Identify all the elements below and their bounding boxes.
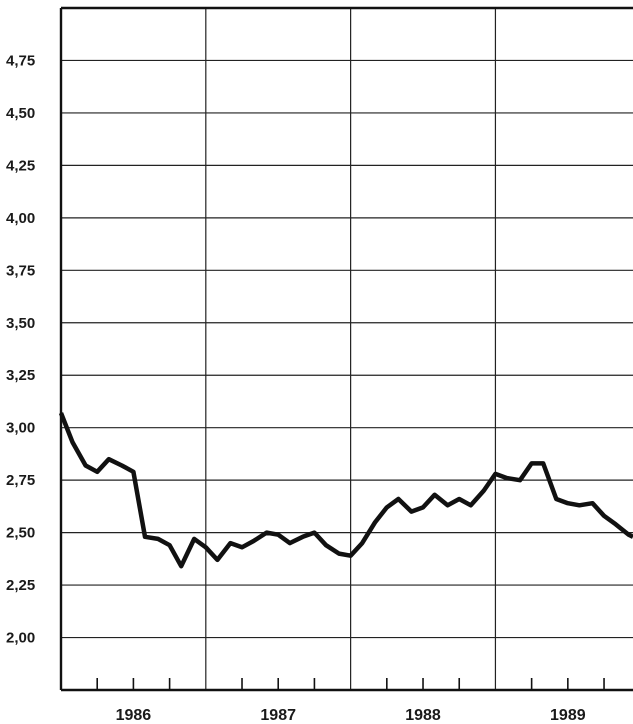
y-tick-label: 3,75 (6, 262, 35, 279)
y-tick-label: 4,75 (6, 52, 35, 69)
x-tick-label: 1988 (405, 707, 441, 724)
x-tick-label: 1986 (116, 707, 152, 724)
y-tick-label: 3,00 (6, 420, 35, 437)
y-tick-label: 4,00 (6, 210, 35, 227)
y-tick-label: 4,25 (6, 157, 35, 174)
y-tick-label: 4,50 (6, 105, 35, 122)
y-tick-label: 2,00 (6, 630, 35, 647)
x-axis: 1986 1987 1988 1989 (96, 678, 605, 724)
grid (61, 8, 633, 690)
plot-frame (59, 6, 633, 692)
y-tick-label: 2,50 (6, 525, 35, 542)
y-axis: 2,00 2,25 2,50 2,75 3,00 3,25 3,50 3,75 4,00 4,25… (6, 52, 35, 646)
x-tick-label: 1989 (550, 707, 586, 724)
y-tick-label: 3,50 (6, 315, 35, 332)
y-tick-label: 2,75 (6, 472, 35, 489)
series-line (58, 412, 633, 569)
series-layer (58, 412, 633, 569)
y-tick-label: 3,25 (6, 367, 35, 384)
y-tick-label: 2,25 (6, 577, 35, 594)
x-tick-label: 1987 (260, 707, 296, 724)
